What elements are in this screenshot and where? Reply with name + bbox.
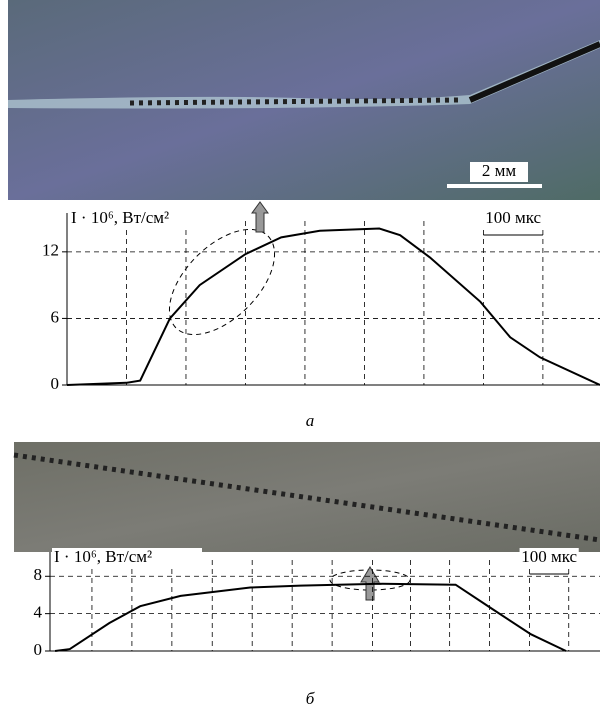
y-tick-label: 4 — [34, 603, 43, 622]
photo-needle — [468, 41, 600, 103]
photo-track-pattern — [129, 97, 461, 106]
highlight-ellipse — [168, 228, 276, 336]
photo-track-b — [13, 452, 600, 543]
y-tick-label: 6 — [51, 307, 60, 326]
annotation: 100 мкс — [485, 208, 541, 227]
y-tick-label: 8 — [34, 565, 43, 584]
label-bg — [473, 209, 553, 229]
y-axis-label: I · 10⁶, Вт/см² — [54, 547, 152, 566]
y-tick-label: 0 — [34, 640, 43, 659]
data-line — [66, 227, 600, 386]
annotation: 100 мкс — [521, 547, 577, 566]
scale-label-bg — [470, 162, 528, 182]
arrow — [251, 201, 269, 233]
caption: а — [306, 411, 315, 430]
label-bg — [519, 548, 579, 568]
photo-b — [14, 442, 600, 552]
scale-label: 2 мм — [482, 161, 517, 180]
caption: б — [306, 689, 315, 708]
photo-track — [8, 40, 600, 109]
data-line — [54, 582, 567, 652]
y-tick-label: 0 — [51, 374, 60, 393]
label-bg — [69, 209, 219, 229]
label-bg — [52, 548, 202, 568]
y-tick-label: 12 — [42, 241, 59, 260]
y-axis-label: I · 10⁶, Вт/см² — [71, 208, 169, 227]
